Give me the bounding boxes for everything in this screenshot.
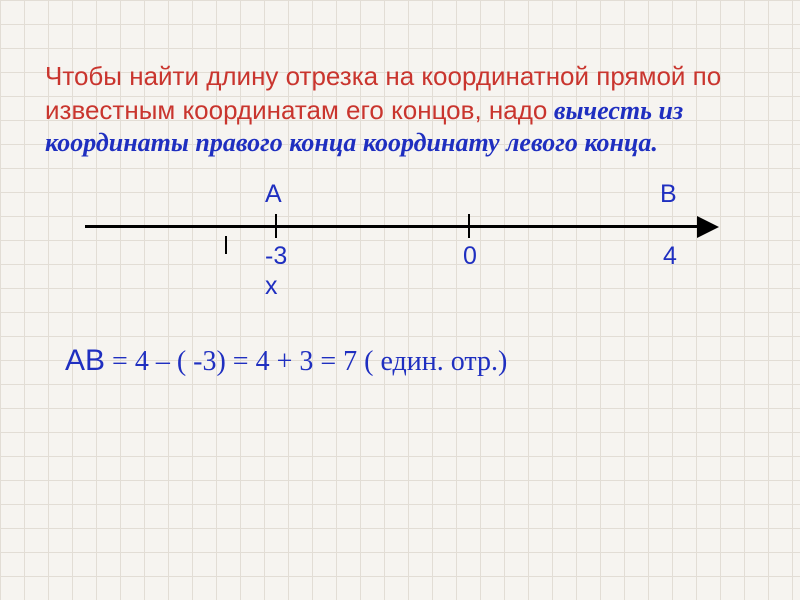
axis-line	[85, 225, 705, 228]
point-a-label: А	[265, 180, 282, 209]
tick-a	[275, 214, 277, 238]
axis-arrow	[697, 216, 719, 238]
formula: АВ = 4 – ( -3) = 4 + 3 = 7 ( един. отр.)	[45, 340, 755, 382]
point-b-label: В	[660, 180, 677, 209]
point-b-value: 4	[663, 242, 677, 271]
formula-expression: = 4 – ( -3) = 4 + 3 = 7 ( един. отр.)	[105, 346, 507, 377]
tick-zero	[468, 214, 470, 238]
zero-value: 0	[463, 242, 477, 271]
point-a-value: -3	[265, 242, 287, 271]
rule-text: Чтобы найти длину отрезка на координатно…	[45, 60, 755, 160]
formula-segment: АВ	[65, 344, 105, 377]
tick-extra	[225, 236, 227, 254]
x-axis-label: х	[265, 272, 278, 301]
number-line: А В -3 0 4 х	[85, 180, 715, 320]
